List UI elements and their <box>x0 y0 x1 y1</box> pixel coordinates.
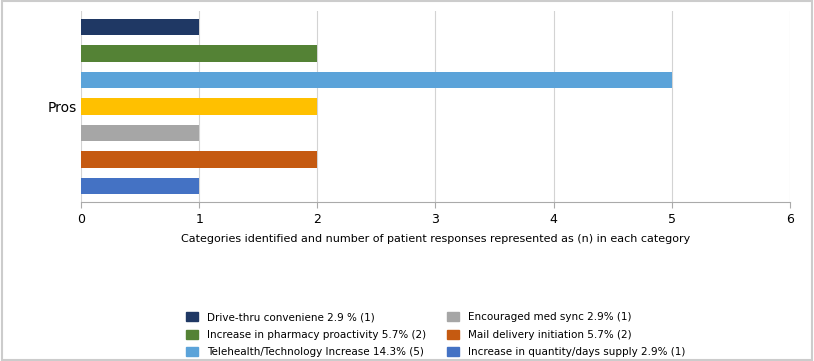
Bar <box>81 151 317 168</box>
Bar <box>81 178 199 195</box>
Legend: Drive-thru conveniene 2.9 % (1), Increase in pharmacy proactivity 5.7% (2), Tele: Drive-thru conveniene 2.9 % (1), Increas… <box>181 307 690 361</box>
Bar <box>81 125 199 141</box>
Bar <box>81 18 199 35</box>
Bar <box>81 72 672 88</box>
X-axis label: Categories identified and number of patient responses represented as (n) in each: Categories identified and number of pati… <box>181 234 690 244</box>
Bar <box>81 45 317 62</box>
Bar <box>81 98 317 115</box>
